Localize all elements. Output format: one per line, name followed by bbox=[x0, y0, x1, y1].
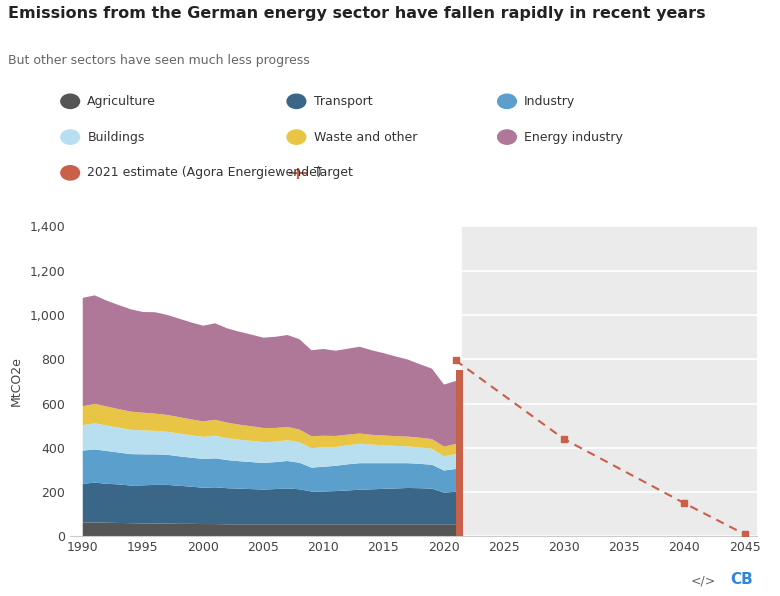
Text: Transport: Transport bbox=[314, 95, 372, 108]
Bar bbox=[456, 370, 463, 536]
Text: Energy industry: Energy industry bbox=[524, 131, 623, 144]
Text: Emissions from the German energy sector have fallen rapidly in recent years: Emissions from the German energy sector … bbox=[8, 6, 705, 21]
Y-axis label: MtCO2e: MtCO2e bbox=[9, 356, 23, 406]
Text: Waste and other: Waste and other bbox=[314, 131, 417, 144]
Text: Buildings: Buildings bbox=[87, 131, 145, 144]
Text: But other sectors have seen much less progress: But other sectors have seen much less pr… bbox=[8, 54, 310, 67]
Text: Industry: Industry bbox=[524, 95, 576, 108]
Text: CB: CB bbox=[730, 572, 753, 587]
Text: Agriculture: Agriculture bbox=[87, 95, 156, 108]
Text: </>: </> bbox=[691, 574, 716, 587]
Text: Target: Target bbox=[314, 166, 353, 179]
Bar bbox=[462, 226, 757, 536]
Text: 2021 estimate (Agora Energiewende): 2021 estimate (Agora Energiewende) bbox=[87, 166, 322, 179]
